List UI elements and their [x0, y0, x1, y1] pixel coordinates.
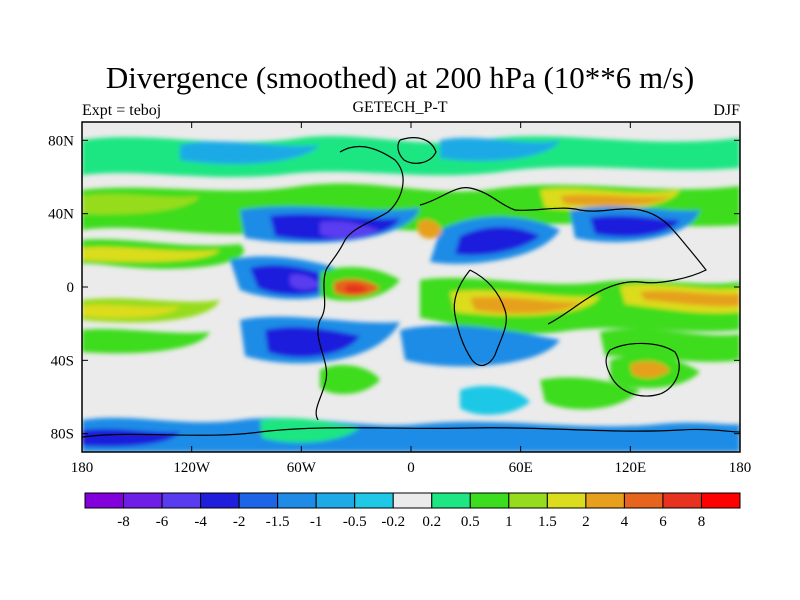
field-patch: [470, 297, 580, 314]
colorbar-label: 6: [659, 514, 667, 530]
x-tick-label: 0: [407, 460, 415, 476]
greenland-coast: [397, 137, 437, 164]
south-america-coast: [315, 269, 328, 421]
coastlines: [82, 137, 740, 438]
australia-coast: [605, 342, 680, 397]
africa-south-coast: [453, 269, 507, 367]
colorbar-swatch: [123, 492, 163, 509]
colorbar-label: -1: [310, 514, 323, 530]
colorbar-swatch: [84, 492, 125, 509]
x-tick-label: 180: [71, 460, 94, 476]
field-patch: [630, 361, 670, 379]
field-patch: [460, 385, 530, 415]
x-tick-label: 180: [729, 460, 752, 476]
field-patch: [82, 247, 220, 262]
colorbar-swatch: [662, 492, 702, 509]
colorbar-swatch: [277, 492, 317, 509]
map-subtitle: GETECH_P-T: [352, 99, 448, 116]
field-patch: [400, 325, 560, 367]
europe-africa-coast: [419, 187, 707, 325]
field-patch: [418, 219, 442, 239]
colorbar-label: -8: [117, 514, 130, 530]
colorbar-swatch: [392, 492, 433, 509]
field-patch: [180, 141, 320, 165]
north-america-coast: [325, 146, 404, 271]
colorbar-label: -0.2: [381, 514, 405, 530]
colorbar-label: 2: [582, 514, 590, 530]
colorbar-swatch: [623, 492, 664, 509]
field-patch: [540, 377, 640, 410]
experiment-label: Expt = teboj: [82, 102, 162, 119]
colorbar-swatch: [161, 492, 202, 509]
field-patch: [290, 274, 320, 290]
field-patch: [590, 215, 680, 237]
colorbar-swatch: [238, 492, 279, 509]
field-patch: [82, 428, 180, 447]
x-tick-label: 120E: [614, 460, 646, 476]
field-patch: [82, 417, 740, 452]
colorbar-swatch: [431, 492, 471, 509]
colorbar: -8 -6 -4 -2 -1.5 -1 -0.5 -0.2 0.2 0.5 1 1.5 2 4 6 8: [84, 492, 741, 530]
colorbar-label: 0.5: [461, 514, 480, 530]
y-tick-label: 80N: [48, 133, 74, 149]
y-tick-label: 40N: [48, 207, 74, 223]
field-patch: [560, 194, 670, 206]
field-patch: [440, 137, 560, 161]
x-tick-label: 120W: [173, 460, 211, 476]
x-axis: 180 120W 60W 0 60E 120E 180: [71, 122, 752, 476]
colorbar-swatch: [469, 492, 510, 509]
colorbar-label: 4: [621, 514, 629, 530]
colorbar-swatch: [354, 492, 394, 509]
colorbar-swatch: [585, 492, 625, 509]
colorbar-label: -1.5: [266, 514, 290, 530]
colorbar-label: 1: [505, 514, 513, 530]
colorbar-swatch: [315, 492, 356, 509]
divergence-field: [82, 122, 740, 452]
colorbar-label: 0.2: [422, 514, 441, 530]
field-patch: [455, 226, 540, 256]
field-patch: [320, 365, 380, 395]
colorbar-swatch: [546, 492, 587, 509]
colorbar-label: -6: [156, 514, 169, 530]
colorbar-label: 8: [698, 514, 706, 530]
colorbar-label: -0.5: [343, 514, 367, 530]
field-patch: [600, 328, 740, 362]
map-title: Divergence (smoothed) at 200 hPa (10**6 …: [105, 60, 695, 95]
x-tick-label: 60E: [509, 460, 533, 476]
field-patch: [345, 284, 368, 294]
colorbar-swatch: [508, 492, 548, 509]
y-tick-label: 0: [67, 280, 75, 296]
colorbar-label: -4: [194, 514, 207, 530]
colorbar-label: 1.5: [538, 514, 557, 530]
y-tick-label: 80S: [51, 427, 74, 443]
colorbar-swatch: [700, 492, 741, 509]
x-tick-label: 60W: [287, 460, 317, 476]
y-tick-label: 40S: [51, 353, 74, 369]
field-patch: [265, 326, 360, 358]
field-patch: [82, 329, 210, 354]
colorbar-label: -2: [233, 514, 246, 530]
field-patch: [260, 418, 360, 443]
field-patch: [82, 304, 180, 318]
y-axis: 80N 40N 0 40S 80S: [48, 133, 740, 443]
field-patch: [320, 221, 380, 239]
colorbar-swatch: [200, 492, 240, 509]
antarctica-coast: [82, 427, 740, 438]
field-patch: [640, 290, 740, 307]
season-label: DJF: [713, 102, 740, 119]
field-patch: [82, 194, 200, 215]
